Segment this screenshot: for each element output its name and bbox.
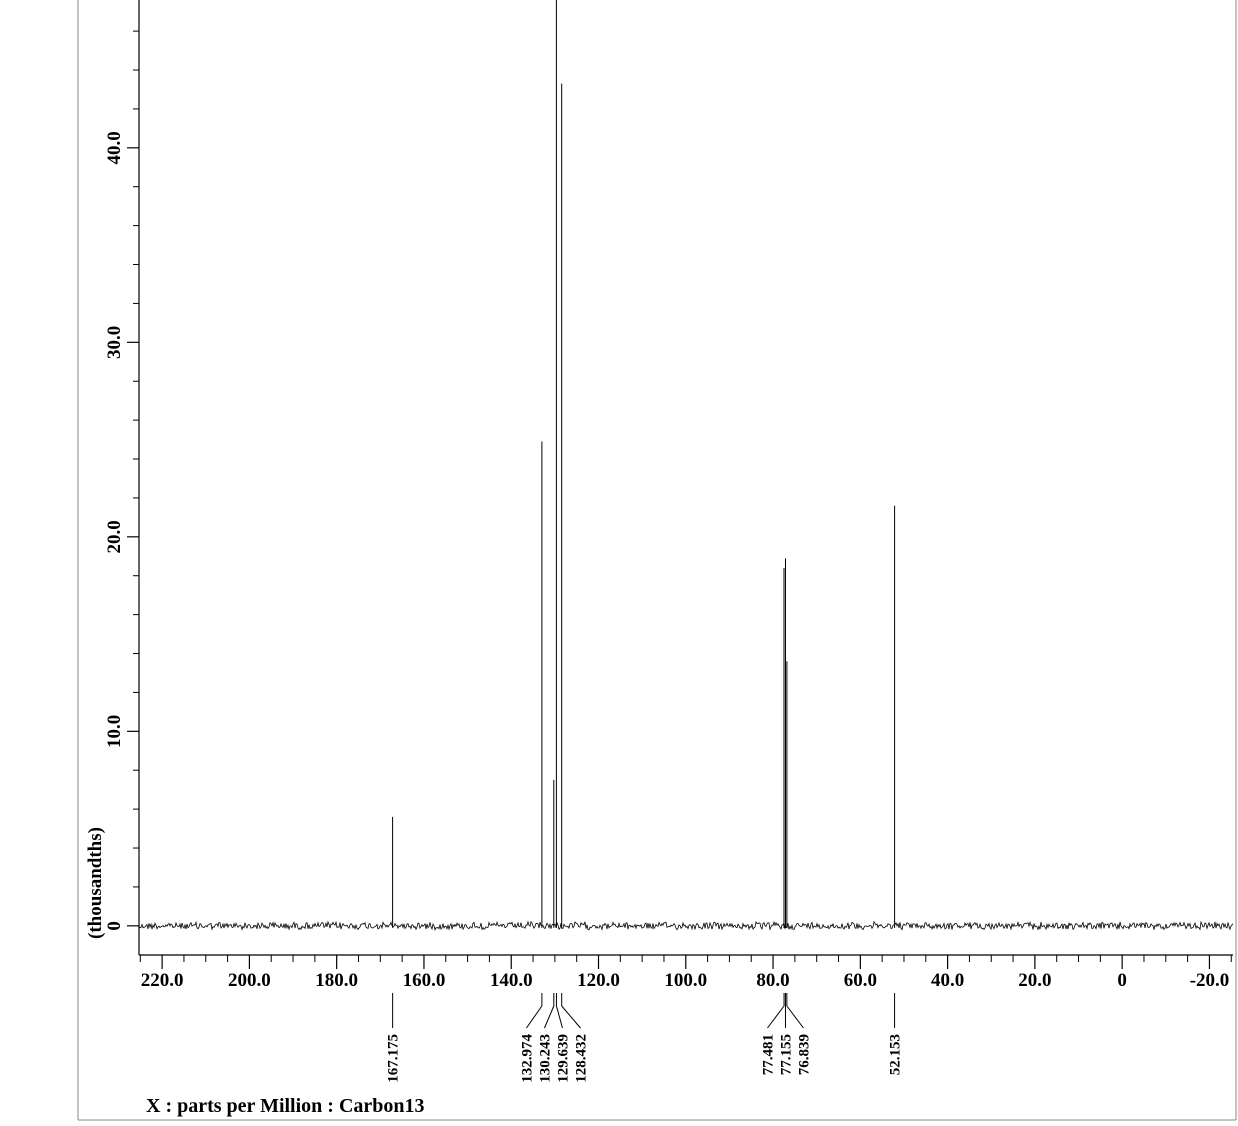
y-axis-ticks: 0 10.0 20.0 30.0 40.0 bbox=[104, 131, 139, 931]
x-tick-label: 140.0 bbox=[490, 970, 533, 991]
peak-label: 132.974 bbox=[519, 1034, 535, 1083]
x-tick-label: 160.0 bbox=[403, 970, 446, 991]
x-tick-label: 220.0 bbox=[141, 970, 184, 991]
peak-labels: 167.175 132.974 130.243 129.639 128.432 77.48… bbox=[386, 993, 904, 1083]
spectrum-peaks bbox=[392, 0, 896, 928]
peak-label-leader bbox=[561, 1005, 581, 1029]
x-axis-ticks: 220.0 200.0 180.0 160.0 140.0 120.0 100.0 80.0 6… bbox=[141, 955, 1229, 991]
peak-label: 77.155 bbox=[778, 1034, 794, 1075]
peak-label: 128.432 bbox=[573, 1034, 589, 1083]
y-tick-label: 20.0 bbox=[104, 520, 125, 553]
x-axis-title: X : parts per Million : Carbon13 bbox=[146, 1095, 425, 1117]
x-tick-label: 200.0 bbox=[228, 970, 271, 991]
peak-label: 167.175 bbox=[386, 1034, 402, 1083]
x-tick-label: 100.0 bbox=[664, 970, 707, 991]
x-tick-label: 20.0 bbox=[1018, 970, 1051, 991]
x-tick-label: 60.0 bbox=[844, 970, 877, 991]
x-tick-label: -20.0 bbox=[1190, 970, 1230, 991]
x-tick-label: 180.0 bbox=[315, 970, 358, 991]
peak-label: 77.481 bbox=[760, 1034, 776, 1075]
peak-label-leader bbox=[526, 1005, 543, 1029]
y-axis-title: (thousandths) bbox=[85, 827, 106, 939]
peak-label: 52.153 bbox=[888, 1034, 904, 1075]
peak-label-leader bbox=[544, 1005, 555, 1029]
peak-label: 129.639 bbox=[555, 1034, 571, 1083]
peak-label: 130.243 bbox=[537, 1034, 553, 1083]
x-tick-label: 40.0 bbox=[931, 970, 964, 991]
y-axis-minor-ticks bbox=[133, 30, 139, 888]
y-tick-label: 40.0 bbox=[104, 131, 125, 164]
peak-label-leader bbox=[767, 1005, 785, 1029]
x-tick-label: 120.0 bbox=[577, 970, 620, 991]
y-tick-label: 0 bbox=[104, 921, 125, 931]
peak-label-leader bbox=[786, 1005, 804, 1029]
y-tick-label: 30.0 bbox=[104, 326, 125, 359]
y-tick-label: 10.0 bbox=[104, 715, 125, 748]
x-tick-label: 80.0 bbox=[756, 970, 789, 991]
peak-label: 76.839 bbox=[796, 1034, 812, 1075]
spectrum-baseline bbox=[138, 920, 1234, 932]
x-axis-minor-ticks bbox=[139, 955, 1232, 962]
peak-label-leader bbox=[555, 1005, 563, 1029]
x-tick-label: 0 bbox=[1117, 970, 1127, 991]
